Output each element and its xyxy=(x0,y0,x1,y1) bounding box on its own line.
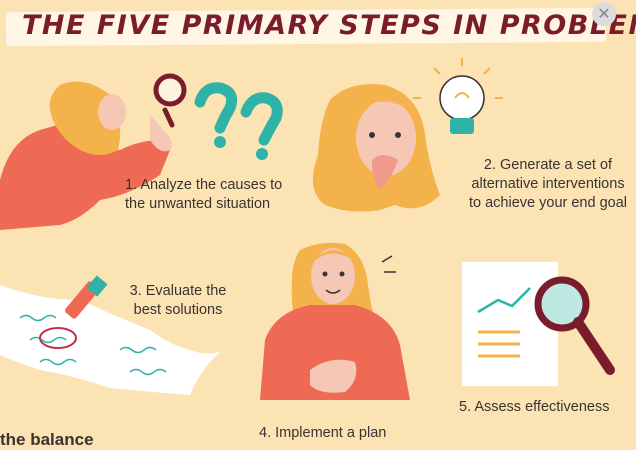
figure-evaluate xyxy=(0,275,220,395)
figure-analyze xyxy=(0,73,187,230)
step-2-line-3: to achieve your end goal xyxy=(469,195,627,211)
step-5-text: 5. Assess effectiveness xyxy=(459,398,609,417)
close-button[interactable]: ✕ xyxy=(592,2,616,26)
step-2-text: 2. Generate a set of alternative interve… xyxy=(460,156,636,213)
step-5-line-1: 5. Assess effectiveness xyxy=(459,399,610,415)
step-4-line-1: 4. Implement a plan xyxy=(259,425,387,441)
step-1-text: 1. Analyze the causes to the unwanted si… xyxy=(125,176,282,214)
step-4-text: 4. Implement a plan xyxy=(259,424,386,443)
question-marks-icon xyxy=(194,82,283,146)
figure-generate xyxy=(312,84,440,212)
figure-assess xyxy=(462,262,615,386)
step-1-line-1: 1. Analyze the causes to xyxy=(125,177,283,193)
step-3-text: 3. Evaluate the best solutions xyxy=(120,282,236,320)
figure-implement xyxy=(260,242,410,400)
step-3-line-1: 3. Evaluate the xyxy=(129,283,227,299)
page-title: THE FIVE PRIMARY STEPS IN PROBLEM SOLVIN… xyxy=(22,10,636,41)
lightbulb-icon xyxy=(413,58,503,134)
close-icon: ✕ xyxy=(597,4,611,23)
step-3-line-2: best solutions xyxy=(133,302,223,318)
step-2-line-1: 2. Generate a set of xyxy=(483,157,613,173)
watermark-logo: the balance xyxy=(0,430,94,449)
step-2-line-2: alternative interventions xyxy=(471,176,625,192)
step-1-line-2: the unwanted situation xyxy=(125,196,271,212)
